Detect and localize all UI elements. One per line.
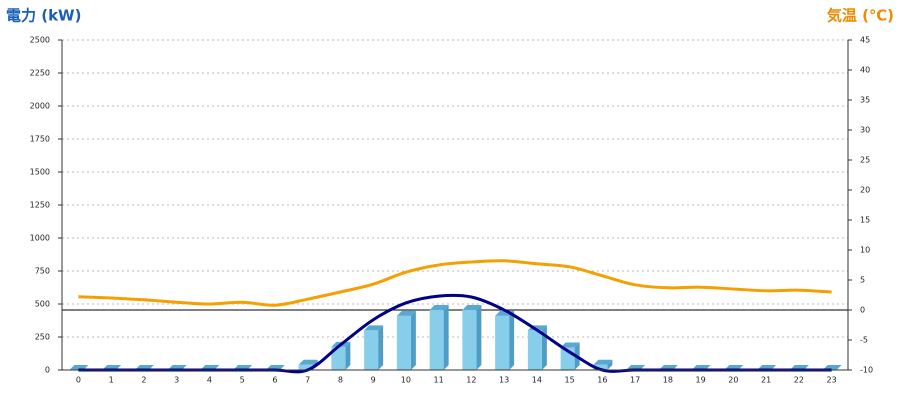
x-tick-label: 0 — [76, 376, 81, 385]
bar-top — [429, 304, 449, 310]
y2-tick-label: 5 — [860, 276, 865, 285]
y-tick-label: 0 — [45, 366, 50, 375]
y-tick-label: 1750 — [30, 135, 50, 144]
y-tick-label: 1250 — [30, 201, 50, 210]
x-tick-label: 19 — [696, 376, 706, 385]
x-tick-label: 18 — [663, 376, 673, 385]
x-tick-label: 4 — [207, 376, 212, 385]
bar-top — [593, 359, 613, 365]
bar — [364, 330, 379, 370]
bar — [495, 315, 510, 370]
bar-side — [410, 310, 416, 370]
bar — [298, 364, 313, 370]
bar-top — [560, 342, 580, 348]
bar — [331, 346, 346, 370]
x-tick-label: 13 — [499, 376, 509, 385]
bar — [593, 364, 608, 370]
y2-tick-label: 25 — [860, 156, 870, 165]
bar-side — [345, 341, 351, 370]
y2-tick-label: 45 — [860, 36, 870, 45]
x-tick-label: 17 — [630, 376, 640, 385]
y-tick-label: 500 — [35, 300, 50, 309]
x-tick-label: 2 — [141, 376, 146, 385]
y-axis-title: 電力 (kW) — [6, 7, 81, 25]
y-tick-label: 750 — [35, 267, 50, 276]
x-tick-label: 14 — [532, 376, 542, 385]
bar-side — [476, 304, 482, 370]
y2-tick-label: 0 — [860, 306, 865, 315]
x-tick-label: 11 — [434, 376, 444, 385]
x-tick-label: 12 — [466, 376, 476, 385]
y2-tick-label: 15 — [860, 216, 870, 225]
bar — [396, 315, 411, 370]
x-tick-label: 20 — [728, 376, 738, 385]
y2-axis-title: 気温 (℃) — [827, 7, 894, 25]
bar-top — [298, 359, 318, 365]
x-tick-label: 15 — [565, 376, 575, 385]
bar-side — [607, 359, 613, 370]
x-tick-label: 22 — [794, 376, 804, 385]
bar — [462, 309, 477, 370]
bar — [429, 309, 444, 370]
bar-side — [443, 304, 449, 370]
bar — [527, 330, 542, 370]
y2-tick-label: 10 — [860, 246, 870, 255]
x-tick-label: 6 — [272, 376, 277, 385]
bar-side — [378, 325, 384, 370]
bar-top — [396, 310, 416, 316]
y2-tick-label: 20 — [860, 186, 870, 195]
x-tick-label: 7 — [305, 376, 310, 385]
y2-tick-label: 35 — [860, 96, 870, 105]
x-tick-label: 5 — [240, 376, 245, 385]
y2-tick-label: -10 — [860, 366, 873, 375]
x-tick-label: 8 — [338, 376, 343, 385]
bar-top — [364, 325, 384, 331]
x-tick-label: 3 — [174, 376, 179, 385]
y-tick-label: 1000 — [30, 234, 50, 243]
y2-tick-label: 40 — [860, 66, 870, 75]
y-tick-label: 2000 — [30, 102, 50, 111]
bar-top — [462, 304, 482, 310]
line — [78, 259, 832, 307]
x-tick-label: 9 — [371, 376, 376, 385]
bar-side — [509, 310, 515, 370]
y-tick-label: 1500 — [30, 168, 50, 177]
x-tick-label: 1 — [109, 376, 114, 385]
y2-tick-label: -5 — [860, 336, 868, 345]
x-tick-label: 21 — [761, 376, 771, 385]
x-tick-label: 23 — [827, 376, 837, 385]
y-tick-label: 250 — [35, 333, 50, 342]
y-tick-label: 2500 — [30, 36, 50, 45]
x-tick-label: 16 — [597, 376, 607, 385]
y-tick-label: 2250 — [30, 69, 50, 78]
y2-tick-label: 30 — [860, 126, 870, 135]
x-tick-label: 10 — [401, 376, 411, 385]
